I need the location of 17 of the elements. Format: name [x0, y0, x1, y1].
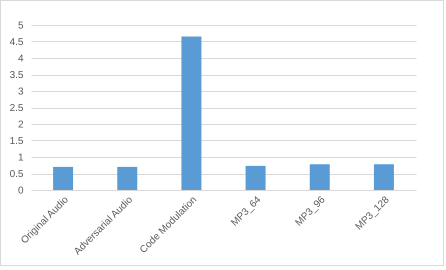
y-tick-label: 4 — [18, 54, 24, 64]
y-tick-label: 1 — [18, 152, 24, 164]
y-tick-label: 5 — [18, 20, 24, 32]
y-tick-label: 2.5 — [10, 103, 24, 114]
bar — [246, 166, 266, 190]
y-tick-label: 0 — [18, 186, 24, 196]
bar — [310, 164, 330, 190]
y-tick-label: 3.5 — [10, 70, 24, 81]
y-tick-label: 3 — [18, 86, 24, 98]
bar — [53, 166, 74, 190]
bar — [374, 164, 394, 190]
y-tick-label: 1.5 — [10, 136, 24, 147]
y-tick-label: 2 — [18, 120, 24, 130]
y-tick-label: 0.5 — [10, 169, 24, 180]
bar — [117, 166, 138, 190]
bar — [181, 36, 202, 190]
y-tick-label: 4.5 — [10, 37, 24, 48]
